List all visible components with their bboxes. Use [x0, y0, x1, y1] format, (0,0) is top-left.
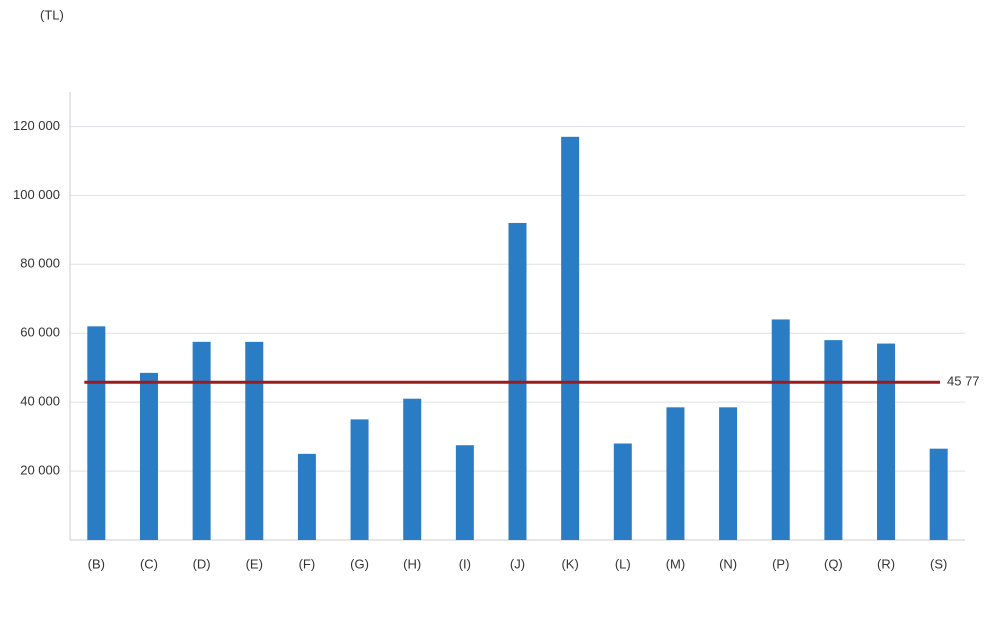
x-tick-label: (N): [719, 556, 737, 571]
bar: [192, 341, 211, 540]
bar: [824, 340, 843, 540]
reference-label: 45 77: [947, 374, 980, 389]
x-tick-label: (H): [403, 556, 421, 571]
x-tick-label: (Q): [824, 556, 843, 571]
bar: [561, 136, 580, 541]
x-tick-label: (I): [459, 556, 471, 571]
bar: [403, 398, 422, 540]
x-tick-label: (P): [772, 556, 789, 571]
y-tick-label: 40 000: [20, 394, 60, 409]
x-tick-label: (G): [350, 556, 369, 571]
y-axis-label: (TL): [40, 7, 64, 22]
bar: [87, 326, 106, 540]
x-tick-label: (S): [930, 556, 947, 571]
bar: [139, 372, 158, 540]
x-tick-label: (L): [615, 556, 631, 571]
x-tick-label: (C): [140, 556, 158, 571]
y-tick-label: 100 000: [13, 187, 60, 202]
x-tick-label: (B): [88, 556, 105, 571]
bar: [719, 407, 738, 540]
y-tick-label: 60 000: [20, 325, 60, 340]
x-tick-label: (K): [561, 556, 578, 571]
x-tick-label: (M): [666, 556, 686, 571]
bar: [350, 419, 369, 540]
y-tick-label: 20 000: [20, 463, 60, 478]
bar: [929, 448, 948, 540]
x-tick-label: (J): [510, 556, 525, 571]
bar: [455, 445, 474, 540]
bar: [297, 453, 316, 540]
x-tick-label: (F): [299, 556, 316, 571]
bar: [877, 343, 896, 540]
bar: [771, 319, 790, 540]
x-tick-label: (R): [877, 556, 895, 571]
y-tick-label: 120 000: [13, 118, 60, 133]
x-tick-label: (E): [246, 556, 263, 571]
bar: [245, 341, 264, 540]
x-tick-label: (D): [193, 556, 211, 571]
bar: [666, 407, 685, 540]
y-tick-label: 80 000: [20, 256, 60, 271]
bar: [613, 443, 632, 540]
